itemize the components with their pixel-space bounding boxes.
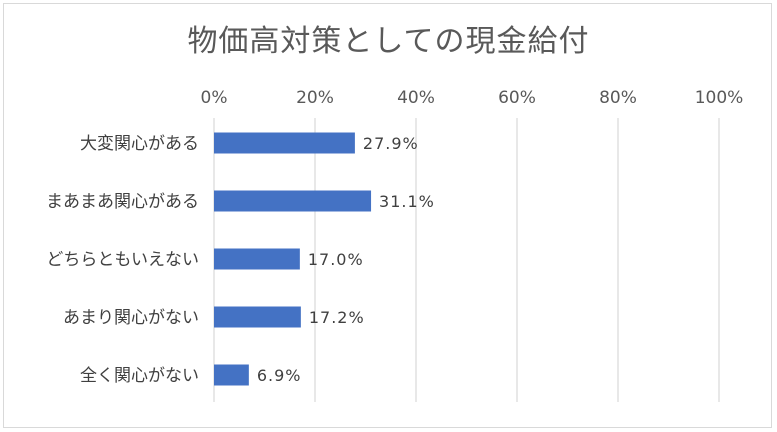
category-label: あまり関心がない xyxy=(63,308,199,328)
category-label: 全く関心がない xyxy=(80,366,199,386)
x-tick-label: 20% xyxy=(296,88,334,108)
data-label: 27.9% xyxy=(363,134,419,153)
data-label: 31.1% xyxy=(379,192,435,211)
category-label: どちらともいえない xyxy=(46,250,199,270)
data-label: 17.2% xyxy=(309,308,365,327)
bar xyxy=(214,364,249,386)
data-label: 17.0% xyxy=(308,250,364,269)
bar xyxy=(214,132,355,154)
x-tick-label: 0% xyxy=(201,88,228,108)
category-label: まあまあ関心がある xyxy=(46,192,199,212)
bar xyxy=(214,190,372,212)
x-tick-label: 80% xyxy=(599,88,637,108)
category-label: 大変関心がある xyxy=(80,134,199,154)
chart-title: 物価高対策としての現金給付 xyxy=(187,24,590,59)
x-tick-label: 40% xyxy=(397,88,435,108)
bar xyxy=(214,248,300,270)
chart-frame xyxy=(3,3,772,428)
data-label: 6.9% xyxy=(257,366,302,385)
x-tick-label: 60% xyxy=(498,88,536,108)
bar xyxy=(214,306,301,328)
x-tick-label: 100% xyxy=(695,88,744,108)
